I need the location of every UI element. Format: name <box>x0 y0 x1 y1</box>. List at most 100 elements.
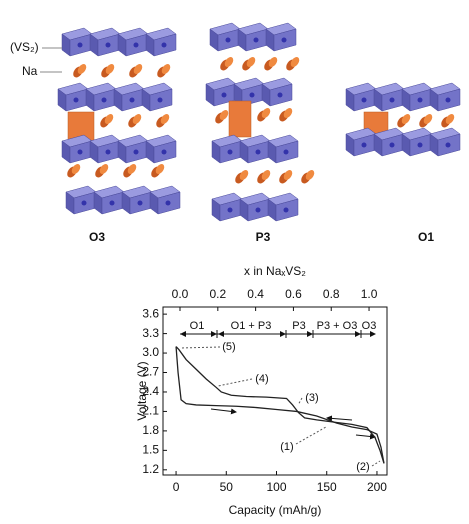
y-tick-label: 1.2 <box>142 462 159 476</box>
vanadium-atom <box>105 42 111 48</box>
vanadium-atom <box>361 142 367 148</box>
na-atom <box>127 164 137 174</box>
na-atom <box>99 164 109 174</box>
arrow <box>210 408 237 415</box>
vanadium-atom <box>105 149 111 155</box>
direction-arrows <box>210 408 376 440</box>
x2-tick-label: 0.2 <box>209 287 226 301</box>
annotation: (1) <box>280 441 293 453</box>
phase-label: O1 + P3 <box>231 320 272 332</box>
crystal-structures <box>57 22 461 222</box>
na-atom <box>224 57 234 67</box>
vanadium-atom <box>157 97 163 103</box>
y-tick-label: 2.1 <box>142 404 159 418</box>
vanadium-atom <box>417 142 423 148</box>
y-tick-label: 2.7 <box>142 365 159 379</box>
vanadium-atom <box>225 37 231 43</box>
x-tick-label: 0 <box>173 480 180 494</box>
na-atom <box>105 64 115 74</box>
y-tick-label: 1.5 <box>142 443 159 457</box>
vanadium-atom <box>389 142 395 148</box>
vanadium-atom <box>361 97 367 103</box>
vanadium-atom <box>129 97 135 103</box>
na-site <box>228 100 252 138</box>
na-atom <box>104 114 114 124</box>
na-atom <box>305 170 315 180</box>
vanadium-atom <box>227 207 233 213</box>
vanadium-atom <box>81 200 87 206</box>
vanadium-atom <box>77 42 83 48</box>
phase-bar: O1 O1 + P3 P3 P3 + O3 O3 <box>180 320 376 338</box>
x2-tick-label: 0.8 <box>323 287 340 301</box>
annotation-leader <box>217 378 253 387</box>
vanadium-atom <box>165 200 171 206</box>
annotation: (5) <box>222 341 235 353</box>
x-tick-label: 50 <box>220 480 234 494</box>
na-atom <box>290 57 300 67</box>
phase-label: O3 <box>362 320 377 332</box>
vanadium-atom <box>283 207 289 213</box>
annotation: (2) <box>356 461 369 473</box>
na-atom <box>133 64 143 74</box>
na-atom <box>445 114 455 124</box>
annotation-leader <box>297 397 303 406</box>
na-atom <box>283 170 293 180</box>
annotation: (3) <box>305 392 318 404</box>
vanadium-atom <box>283 149 289 155</box>
annotation-leader <box>295 426 327 445</box>
na-atom <box>132 114 142 124</box>
na-atom <box>239 170 249 180</box>
annotation-leader <box>179 346 221 349</box>
structure-label: O3 <box>89 230 105 244</box>
y-axis-label: Voltage (V) <box>135 361 149 420</box>
annotations <box>179 346 381 467</box>
vanadium-atom <box>161 149 167 155</box>
vanadium-atom <box>101 97 107 103</box>
x2-tick-label: 0.4 <box>247 287 264 301</box>
x-tick-label: 150 <box>317 480 337 494</box>
vanadium-atom <box>277 92 283 98</box>
phase-label: O1 <box>190 320 205 332</box>
x-tick-label: 200 <box>367 480 387 494</box>
structure-label: O1 <box>418 230 434 244</box>
y-tick-label: 3.0 <box>142 345 159 359</box>
na-atom <box>423 114 433 124</box>
vanadium-atom <box>133 42 139 48</box>
vanadium-atom <box>133 149 139 155</box>
vanadium-atom <box>137 200 143 206</box>
na-atom <box>261 108 271 118</box>
y-tick-label: 3.3 <box>142 326 159 340</box>
y-tick-label: 2.4 <box>142 384 159 398</box>
x-tick-label: 100 <box>266 480 286 494</box>
vanadium-atom <box>161 42 167 48</box>
arrow <box>355 433 376 440</box>
vanadium-atom <box>445 142 451 148</box>
vanadium-atom <box>227 149 233 155</box>
x2-tick-label: 0.6 <box>285 287 302 301</box>
vanadium-atom <box>77 149 83 155</box>
vanadium-atom <box>255 207 261 213</box>
vanadium-atom <box>389 97 395 103</box>
vanadium-atom <box>281 37 287 43</box>
na-atom <box>283 108 293 118</box>
na-atom <box>155 164 165 174</box>
vanadium-atom <box>249 92 255 98</box>
na-atom <box>160 114 170 124</box>
plot-frame <box>162 306 388 476</box>
curve <box>175 346 385 464</box>
phase-label: P3 + O3 <box>317 320 358 332</box>
na-label: Na <box>22 64 38 78</box>
annotation-leader <box>371 460 381 467</box>
na-atom <box>161 64 171 74</box>
structure-label: P3 <box>256 230 271 244</box>
vanadium-atom <box>255 149 261 155</box>
phase-label: P3 <box>292 320 305 332</box>
annotation: (4) <box>255 373 268 385</box>
vanadium-atom <box>109 200 115 206</box>
na-atom <box>268 57 278 67</box>
na-atom <box>219 110 229 120</box>
vanadium-atom <box>253 37 259 43</box>
na-atom <box>401 114 411 124</box>
vanadium-atom <box>73 97 79 103</box>
